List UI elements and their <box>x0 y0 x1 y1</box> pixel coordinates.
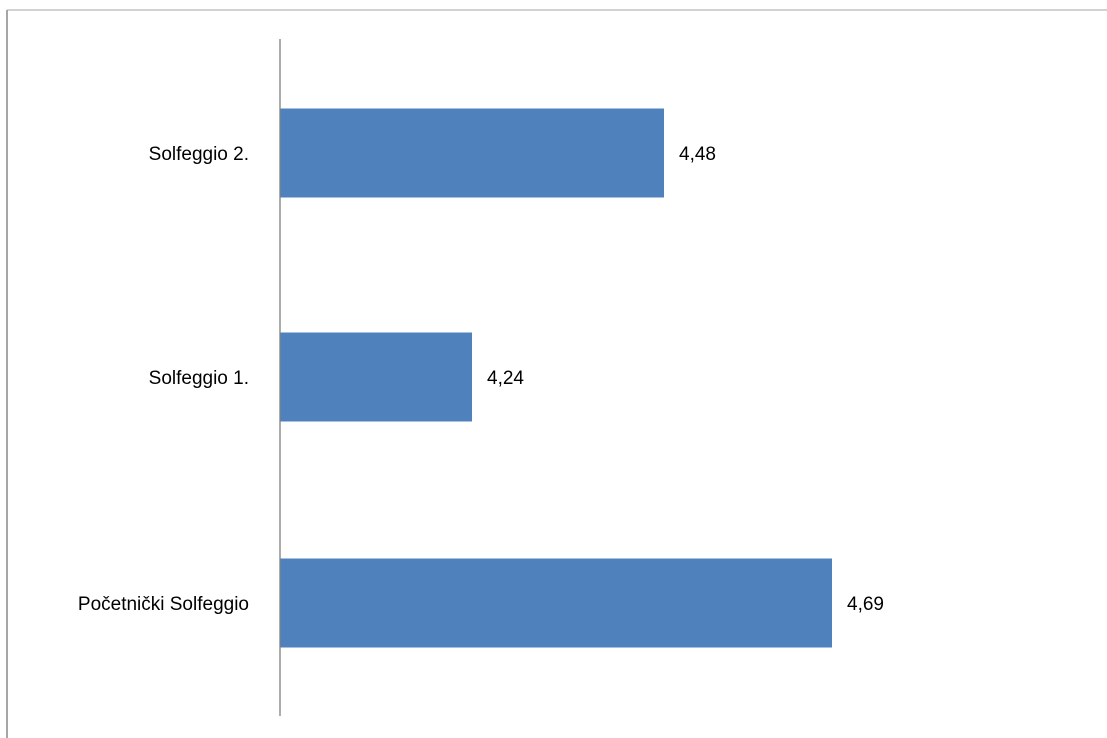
category-label-3: Početnički Solfeggio <box>78 594 249 615</box>
value-label-3: 4,69 <box>847 594 884 615</box>
bar-1 <box>280 108 664 198</box>
bar-3 <box>280 558 832 648</box>
bars-layer <box>280 108 832 648</box>
bar-2 <box>280 332 472 422</box>
category-label-1: Solfeggio 2. <box>149 144 249 165</box>
value-label-2: 4,24 <box>487 368 524 389</box>
value-label-1: 4,48 <box>679 144 716 165</box>
category-label-2: Solfeggio 1. <box>149 368 249 389</box>
